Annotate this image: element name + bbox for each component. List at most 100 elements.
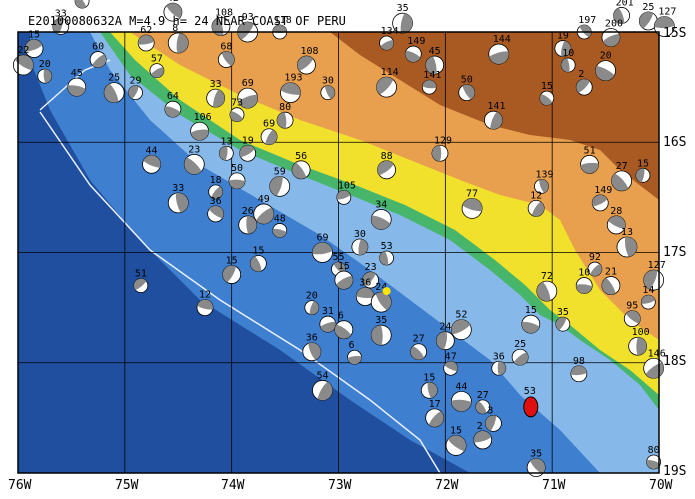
focal-mechanism [276, 111, 294, 129]
focal-mechanism [67, 77, 87, 97]
event-depth-label: 51 [584, 145, 596, 156]
focal-mechanism [137, 34, 155, 52]
event-depth-label: 2 [477, 421, 483, 432]
event-depth-label: 60 [92, 42, 104, 53]
focal-mechanism [475, 399, 491, 415]
map-frame [17, 31, 660, 474]
latitude-labels: 15S 16S 17S 18S 19S [663, 26, 686, 479]
event-depth-label: 59 [274, 166, 286, 177]
focal-mechanism [491, 360, 507, 376]
focal-mechanism [623, 310, 641, 328]
focal-mechanism [347, 349, 362, 365]
event-depth-label: 69 [242, 78, 254, 89]
event-depth-label: 27 [413, 334, 425, 345]
focal-mechanism [319, 315, 337, 333]
focal-mechanism [527, 199, 545, 217]
focal-mechanism [149, 63, 165, 78]
focal-mechanism [208, 184, 224, 200]
focal-mechanism [228, 172, 246, 190]
focal-mechanism [167, 32, 189, 54]
focal-mechanism [379, 35, 394, 51]
lon-tick-label: 72W [435, 478, 459, 493]
event-depth-label: 31 [322, 306, 334, 317]
focal-mechanism [12, 54, 34, 76]
event-depth-label: 42 [167, 0, 179, 4]
focal-mechanism [560, 57, 576, 73]
event-depth-label: 15 [423, 372, 435, 383]
event-depth-label: 73 [231, 98, 243, 109]
focal-mechanism [142, 154, 161, 174]
focal-mechanism [601, 28, 621, 47]
event-depth-label: 193 [284, 73, 302, 84]
focal-mechanism [410, 343, 428, 361]
event-depth-label: 149 [407, 36, 425, 47]
focal-mechanism [616, 236, 638, 258]
event-depth-label: 45 [71, 68, 83, 79]
event-depth-label: 69 [263, 119, 275, 130]
event-depth-label: 34 [375, 199, 387, 210]
focal-mechanism [103, 82, 125, 104]
lon-tick-label: 73W [328, 478, 352, 493]
event-depth-label: 48 [274, 213, 286, 224]
event-depth-label: 72 [541, 271, 553, 282]
focal-mechanism [377, 160, 396, 180]
event-depth-label: 20 [306, 291, 318, 302]
focal-mechanism [595, 60, 616, 81]
event-depth-label: 6 [338, 311, 344, 322]
focal-mechanism [425, 55, 445, 75]
focal-mechanism [312, 379, 333, 401]
event-depth-label: 6 [349, 340, 355, 351]
event-depth-label: 68 [220, 42, 232, 53]
focal-mechanism [591, 194, 609, 212]
event-depth-label: 127 [658, 6, 676, 17]
event-depth-label: 44 [455, 381, 467, 392]
focal-mechanism [643, 357, 665, 379]
focal-mechanism [458, 84, 476, 102]
event-depth-label: 201 [616, 0, 634, 8]
focal-mechanism [392, 12, 414, 34]
lat-lon-grid [18, 32, 659, 473]
focal-mechanism [536, 280, 558, 302]
focal-mechanism [646, 454, 662, 470]
target-event-label: 53 [524, 386, 536, 397]
event-depth-label: 118 [274, 15, 292, 26]
event-depth-label: 25 [108, 73, 120, 84]
event-depth-label: 149 [594, 185, 612, 196]
focal-mechanism [190, 121, 210, 141]
event-depth-label: 23 [365, 262, 377, 273]
event-depth-label: 77 [466, 188, 478, 199]
lat-tick-label: 15S [663, 26, 686, 41]
focal-mechanism [601, 276, 621, 295]
event-depth-label: 50 [231, 163, 243, 174]
focal-mechanism [291, 160, 311, 180]
focal-mechanism [638, 11, 658, 31]
focal-mechanism [425, 408, 445, 428]
focal-mechanism [580, 154, 599, 174]
event-depth-label: 105 [338, 180, 356, 191]
focal-mechanism [613, 7, 631, 24]
event-depth-label: 69 [316, 233, 328, 244]
focal-mechanism [206, 88, 226, 108]
event-depth-label: 52 [455, 310, 467, 321]
event-depth-label: 106 [194, 112, 212, 123]
event-depth-label: 36 [493, 351, 505, 362]
event-depth-label: 15 [637, 158, 649, 169]
event-depth-label: 27 [616, 161, 628, 172]
focal-mechanism [89, 51, 107, 68]
event-depth-label: 92 [589, 252, 601, 263]
focal-mechanism [404, 45, 422, 63]
event-depth-label: 15 [226, 256, 238, 267]
lon-tick-label: 70W [649, 478, 673, 493]
focal-mechanism [302, 342, 322, 362]
event-depth-label: 13 [220, 136, 232, 147]
event-depth-label: 33 [172, 183, 184, 194]
event-depth-label: 200 [605, 19, 623, 30]
event-depth-label: 15 [541, 81, 553, 92]
event-depth-label: 55 [333, 252, 345, 263]
focal-mechanism [312, 242, 333, 263]
event-depth-label: 141 [487, 101, 505, 112]
event-depth-label: 33 [210, 79, 222, 90]
focal-mechanism [218, 145, 234, 161]
focal-mechanism [128, 85, 143, 101]
event-depth-label: 93 [242, 12, 254, 23]
